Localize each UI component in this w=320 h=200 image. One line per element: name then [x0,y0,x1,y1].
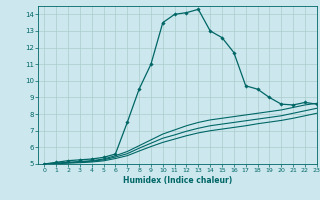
X-axis label: Humidex (Indice chaleur): Humidex (Indice chaleur) [123,176,232,185]
